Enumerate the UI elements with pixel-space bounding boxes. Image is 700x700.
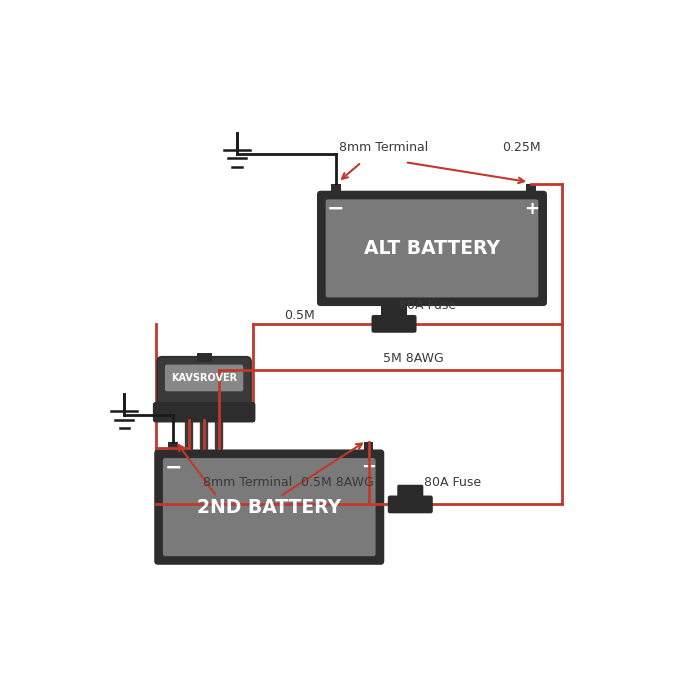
Text: −: −	[327, 199, 344, 218]
FancyBboxPatch shape	[381, 304, 407, 321]
Text: 0.25M: 0.25M	[502, 141, 541, 154]
FancyBboxPatch shape	[154, 449, 384, 565]
FancyBboxPatch shape	[158, 357, 251, 410]
Text: 0.5M 8AWG: 0.5M 8AWG	[301, 476, 373, 489]
FancyBboxPatch shape	[398, 484, 424, 501]
Bar	[331, 183, 341, 195]
FancyBboxPatch shape	[165, 365, 244, 391]
Text: ALT BATTERY: ALT BATTERY	[364, 239, 500, 258]
Text: −: −	[164, 457, 182, 477]
Bar	[168, 442, 178, 453]
Bar	[197, 353, 211, 362]
Text: +: +	[361, 458, 376, 476]
Bar	[363, 442, 373, 453]
FancyBboxPatch shape	[317, 190, 547, 306]
Text: 80A Fuse: 80A Fuse	[424, 476, 481, 489]
Bar	[526, 183, 536, 195]
FancyBboxPatch shape	[388, 496, 433, 513]
Text: KAVSROVER: KAVSROVER	[171, 373, 237, 383]
Text: 5M 8AWG: 5M 8AWG	[383, 352, 443, 365]
Text: 8mm Terminal: 8mm Terminal	[339, 141, 428, 154]
FancyBboxPatch shape	[326, 199, 538, 298]
FancyBboxPatch shape	[153, 402, 256, 423]
FancyBboxPatch shape	[372, 315, 416, 332]
Text: 8mm Terminal: 8mm Terminal	[203, 476, 292, 489]
Text: +: +	[524, 199, 539, 218]
FancyBboxPatch shape	[163, 458, 376, 556]
Text: 80A Fuse: 80A Fuse	[400, 299, 456, 312]
Text: 2ND BATTERY: 2ND BATTERY	[197, 498, 342, 517]
Text: 0.5M: 0.5M	[284, 309, 314, 322]
